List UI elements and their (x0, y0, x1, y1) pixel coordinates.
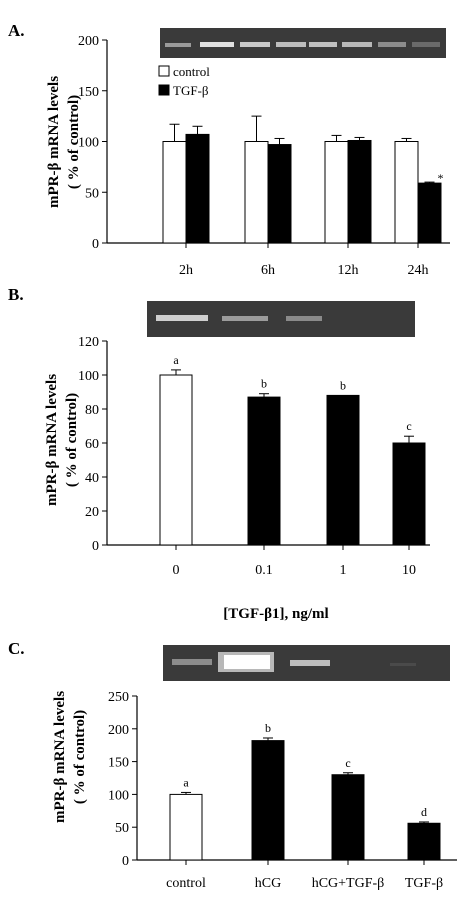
panel-c-ylabel-line1: mPR-β mRNA levels (52, 691, 68, 823)
bar (324, 141, 349, 244)
x-tick-label: 12h (338, 263, 359, 278)
panel-a-plot: 0 50 100 150 200 2h 6h 12h 24h * (78, 34, 450, 278)
bar (244, 141, 269, 244)
y-tick-label: 80 (85, 403, 99, 418)
y-tick-label: 0 (122, 854, 129, 869)
significance-label: c (406, 419, 411, 433)
bar (162, 141, 187, 244)
legend-swatch-tgf (158, 84, 170, 96)
panel-b-plot: 0 20 40 60 80 100 120 0 0.1 1 10 a b b c (78, 335, 430, 578)
y-tick-label: 200 (108, 723, 129, 738)
panel-b-gel-image (147, 301, 415, 337)
y-tick-label: 100 (78, 136, 99, 151)
significance-label: b (261, 377, 267, 391)
gel-band (156, 315, 208, 321)
y-tick-label: 100 (108, 788, 129, 803)
bar (185, 133, 210, 244)
panel-a-gel-image (160, 28, 446, 58)
bar (251, 740, 285, 861)
y-tick-label: 50 (85, 186, 99, 201)
significance-label: a (183, 775, 189, 789)
gel-band (286, 316, 322, 321)
panel-a: A. mPR-β mRNA levels ( % of control) con… (8, 21, 450, 278)
bar (159, 374, 193, 546)
panel-b-ylabel-line1: mPR-β mRNA levels (44, 374, 60, 506)
x-tick-label: 0.1 (255, 563, 273, 578)
legend-label-control: control (173, 64, 210, 79)
x-tick-label: 10 (402, 563, 416, 578)
y-tick-label: 50 (115, 821, 129, 836)
gel-band (342, 42, 372, 47)
x-tick-label: 2h (179, 263, 193, 278)
x-tick-label: 6h (261, 263, 275, 278)
y-tick-label: 60 (85, 437, 99, 452)
gel-band (240, 42, 270, 47)
panel-a-ylabel-line1: mPR-β mRNA levels (46, 76, 62, 208)
panel-a-ylabel-line2: ( % of control) (66, 95, 82, 189)
significance-label: c (345, 756, 350, 770)
x-tick-label: control (166, 876, 206, 891)
significance-label: * (438, 171, 444, 185)
gel-band (224, 655, 270, 669)
x-tick-label: hCG (255, 876, 281, 891)
panel-c-label: C. (8, 639, 25, 658)
panel-a-legend: control TGF-β (158, 64, 210, 98)
gel-band (222, 316, 268, 321)
bar (247, 396, 281, 546)
legend-label-tgf: TGF-β (173, 83, 209, 98)
y-tick-label: 100 (78, 369, 99, 384)
legend-swatch-control (158, 65, 170, 77)
bar (347, 139, 372, 244)
panel-b-label: B. (8, 285, 24, 304)
panel-a-label: A. (8, 21, 25, 40)
panel-b-ylabel-line2: ( % of control) (64, 393, 80, 487)
y-tick-label: 0 (92, 539, 99, 554)
significance-label: d (421, 805, 427, 819)
gel-band (172, 659, 212, 665)
panel-c-gel-image (163, 645, 450, 681)
x-tick-label: 24h (408, 263, 429, 278)
bar (392, 442, 426, 546)
x-tick-label: TGF-β (405, 876, 443, 891)
bar (326, 394, 360, 546)
y-tick-label: 200 (78, 34, 99, 49)
y-tick-label: 150 (78, 85, 99, 100)
gel-band (290, 660, 330, 666)
gel-band (276, 42, 306, 47)
bar (394, 141, 419, 244)
bar (407, 822, 441, 861)
gel-band (412, 42, 440, 47)
panel-b: B. mPR-β mRNA levels ( % of control) [TG… (8, 285, 430, 622)
y-tick-label: 150 (108, 756, 129, 771)
gel-band (378, 42, 406, 47)
gel-band (309, 42, 337, 47)
y-tick-label: 120 (78, 335, 99, 350)
bar (417, 182, 442, 244)
panel-c-plot: 0 50 100 150 200 250 control hCG hCG+TGF-β TGF-β a… (108, 690, 457, 891)
gel-band (390, 663, 416, 666)
y-tick-label: 40 (85, 471, 99, 486)
significance-label: a (173, 353, 179, 367)
y-tick-label: 250 (108, 690, 129, 705)
significance-label: b (340, 378, 346, 392)
x-tick-label: 0 (173, 563, 180, 578)
panel-c-ylabel-line2: ( % of control) (72, 710, 88, 804)
panel-c: C. mPR-β mRNA levels ( % of control) 0 50… (8, 639, 457, 891)
bar (331, 774, 365, 861)
gel-band (200, 42, 234, 47)
y-tick-label: 0 (92, 237, 99, 252)
x-tick-label: 1 (340, 563, 347, 578)
significance-label: b (265, 721, 271, 735)
bar (169, 793, 203, 861)
gel-band (165, 43, 191, 47)
bar (267, 144, 292, 244)
y-tick-label: 20 (85, 505, 99, 520)
x-tick-label: hCG+TGF-β (312, 876, 385, 891)
panel-b-xlabel: [TGF-β1], ng/ml (223, 606, 328, 622)
